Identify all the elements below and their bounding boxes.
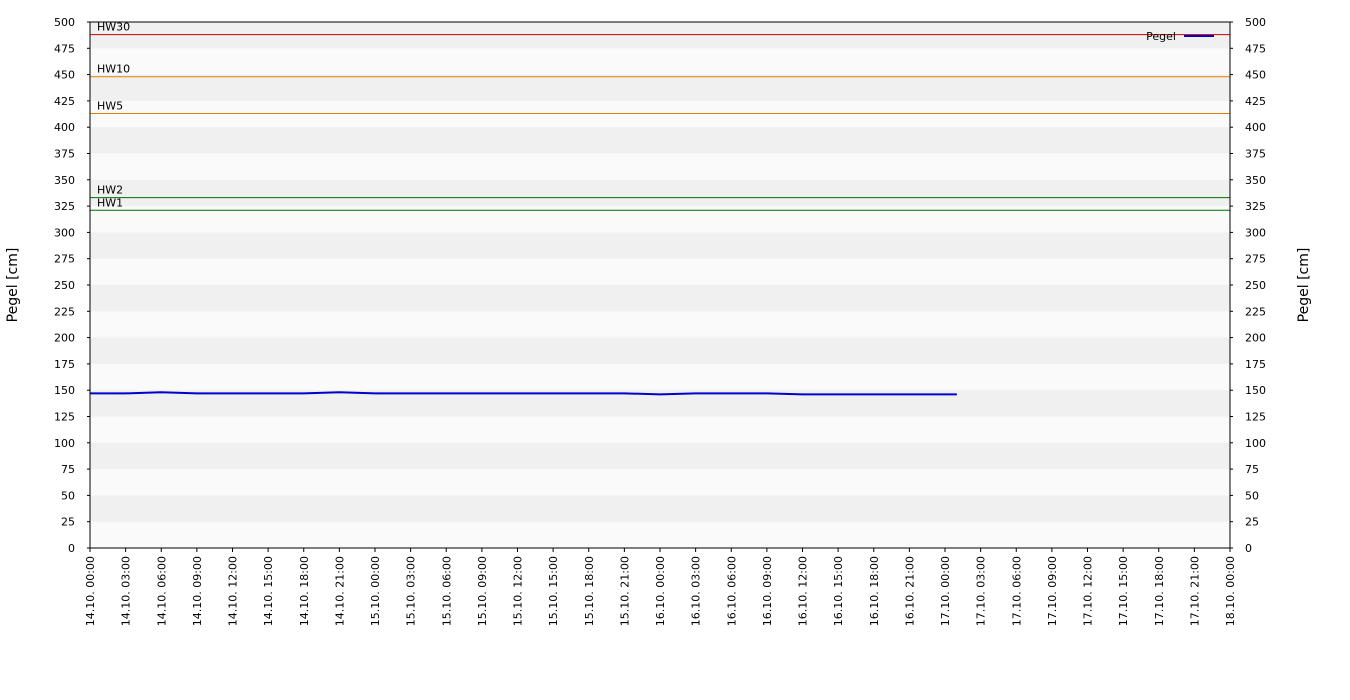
x-tick-label: 16.10. 06:00 <box>725 556 738 626</box>
y2-tick-label: 200 <box>1245 332 1266 345</box>
x-tick-label: 17.10. 06:00 <box>1010 556 1023 626</box>
y-tick-label: 175 <box>54 358 75 371</box>
y-tick-label: 125 <box>54 411 75 424</box>
band <box>90 22 1230 49</box>
band <box>90 127 1230 154</box>
y-tick-label: 300 <box>54 226 75 239</box>
y-tick-label: 0 <box>68 542 75 555</box>
band <box>90 179 1230 207</box>
legend-label: Pegel <box>1146 30 1176 43</box>
y-tick-label: 250 <box>54 279 75 292</box>
y-tick-label: 375 <box>54 148 75 161</box>
y2-tick-label: 300 <box>1245 226 1266 239</box>
y-tick-label: 225 <box>54 305 75 318</box>
y-tick-label: 100 <box>54 437 75 450</box>
x-tick-label: 17.10. 12:00 <box>1082 556 1095 626</box>
y2-tick-label: 275 <box>1245 253 1266 266</box>
y-tick-label: 200 <box>54 332 75 345</box>
y2-tick-label: 350 <box>1245 174 1266 187</box>
threshold-label: HW10 <box>97 63 130 76</box>
y-tick-label: 275 <box>54 253 75 266</box>
threshold-label: HW1 <box>97 196 123 209</box>
y2-tick-label: 100 <box>1245 437 1266 450</box>
x-tick-label: 15.10. 03:00 <box>405 556 418 626</box>
threshold-label: HW2 <box>97 184 123 197</box>
band <box>90 337 1230 364</box>
x-tick-label: 15.10. 09:00 <box>476 556 489 626</box>
y2-tick-label: 0 <box>1245 542 1252 555</box>
x-tick-label: 14.10. 18:00 <box>298 556 311 626</box>
y2-tick-label: 475 <box>1245 42 1266 55</box>
y2-tick-label: 150 <box>1245 384 1266 397</box>
y2-tick-label: 375 <box>1245 148 1266 161</box>
x-tick-label: 17.10. 21:00 <box>1188 556 1201 626</box>
x-tick-label: 16.10. 03:00 <box>690 556 703 626</box>
x-tick-label: 15.10. 15:00 <box>547 556 560 626</box>
x-tick-label: 14.10. 15:00 <box>262 556 275 626</box>
band <box>90 442 1230 470</box>
y2-tick-label: 500 <box>1245 16 1266 29</box>
x-tick-label: 17.10. 09:00 <box>1046 556 1059 626</box>
x-tick-label: 17.10. 00:00 <box>939 556 952 626</box>
x-tick-label: 18.10. 00:00 <box>1224 556 1237 626</box>
y-tick-label: 50 <box>61 489 75 502</box>
band <box>90 232 1230 259</box>
y2-tick-label: 325 <box>1245 200 1266 213</box>
y-tick-label: 500 <box>54 16 75 29</box>
y2-tick-label: 25 <box>1245 516 1259 529</box>
y-tick-label: 400 <box>54 121 75 134</box>
x-tick-label: 15.10. 21:00 <box>618 556 631 626</box>
x-tick-label: 14.10. 03:00 <box>120 556 133 626</box>
x-tick-label: 17.10. 15:00 <box>1117 556 1130 626</box>
y-tick-label: 450 <box>54 69 75 82</box>
y-tick-label: 350 <box>54 174 75 187</box>
y2-tick-label: 425 <box>1245 95 1266 108</box>
x-tick-label: 16.10. 21:00 <box>903 556 916 626</box>
x-tick-label: 14.10. 00:00 <box>84 556 97 626</box>
threshold-label: HW30 <box>97 21 130 34</box>
y2-tick-label: 225 <box>1245 305 1266 318</box>
x-tick-label: 15.10. 12:00 <box>512 556 525 626</box>
x-tick-label: 14.10. 09:00 <box>191 556 204 626</box>
y-tick-label: 150 <box>54 384 75 397</box>
y-axis-title: Pegel [cm] <box>5 248 21 323</box>
band <box>90 74 1230 101</box>
threshold-label: HW5 <box>97 100 123 113</box>
x-tick-label: 17.10. 18:00 <box>1153 556 1166 626</box>
y-tick-label: 25 <box>61 516 75 529</box>
x-tick-label: 17.10. 03:00 <box>975 556 988 626</box>
x-tick-label: 16.10. 15:00 <box>832 556 845 626</box>
x-tick-label: 16.10. 09:00 <box>761 556 774 626</box>
x-tick-label: 14.10. 21:00 <box>333 556 346 626</box>
y-tick-label: 475 <box>54 42 75 55</box>
y-tick-label: 425 <box>54 95 75 108</box>
y2-tick-label: 125 <box>1245 411 1266 424</box>
y-tick-label: 75 <box>61 463 75 476</box>
x-tick-label: 14.10. 06:00 <box>155 556 168 626</box>
data-line <box>90 391 957 396</box>
y2-tick-label: 175 <box>1245 358 1266 371</box>
y2-tick-label: 50 <box>1245 489 1259 502</box>
x-tick-label: 15.10. 06:00 <box>440 556 453 626</box>
x-tick-label: 16.10. 12:00 <box>797 556 810 626</box>
band <box>90 285 1230 312</box>
x-tick-label: 15.10. 00:00 <box>369 556 382 626</box>
x-tick-label: 14.10. 12:00 <box>227 556 240 626</box>
y2-tick-label: 250 <box>1245 279 1266 292</box>
y2-tick-label: 450 <box>1245 69 1266 82</box>
y2-tick-label: 75 <box>1245 463 1259 476</box>
y-tick-label: 325 <box>54 200 75 213</box>
x-tick-label: 16.10. 18:00 <box>868 556 881 626</box>
plot-frame <box>89 21 1231 549</box>
y2-tick-label: 400 <box>1245 121 1266 134</box>
y2-axis-title: Pegel [cm] <box>1296 248 1312 323</box>
x-tick-label: 16.10. 00:00 <box>654 556 667 626</box>
band <box>90 495 1230 522</box>
x-tick-label: 15.10. 18:00 <box>583 556 596 626</box>
